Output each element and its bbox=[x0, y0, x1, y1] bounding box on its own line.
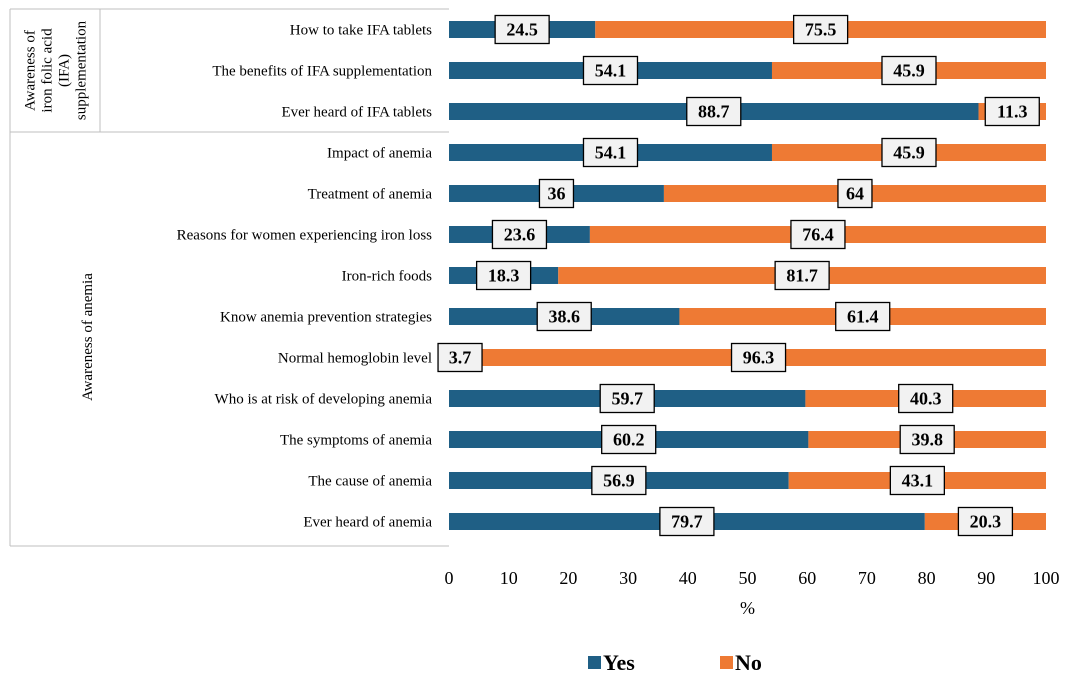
data-label-box-yes-know-anemia-prevention-strategies bbox=[536, 301, 592, 332]
x-tick-label-20: 20 bbox=[559, 568, 577, 588]
category-label-who-is-at-risk-of-developing-anemia: Who is at risk of developing anemia bbox=[215, 392, 433, 408]
data-label-box-no-know-anemia-prevention-strategies bbox=[835, 301, 891, 332]
x-tick-label-70: 70 bbox=[858, 568, 876, 588]
data-label-no-normal-hemoglobin-level: 96.3 bbox=[743, 348, 775, 368]
x-axis: % 0 10 20 30 40 50 60 70 80 90 100 bbox=[445, 568, 1060, 618]
data-label-no-the-benefits-of-ifa-supplementation: 45.9 bbox=[893, 61, 925, 81]
group-label-ifa: Awareness ofiron folic acid(IFA)suppleme… bbox=[23, 20, 90, 120]
group-label-anemia: Awareness of anemia bbox=[80, 273, 96, 401]
bars bbox=[449, 21, 1046, 530]
category-labels: How to take IFA tablets The benefits of I… bbox=[177, 23, 433, 531]
category-label-the-benefits-of-ifa-supplementation: The benefits of IFA supplementation bbox=[212, 64, 432, 80]
data-label-box-no-ever-heard-of-ifa-tablets bbox=[984, 96, 1040, 127]
data-label-yes-how-to-take-ifa-tablets: 24.5 bbox=[506, 20, 538, 40]
data-label-box-no-how-to-take-ifa-tablets bbox=[792, 14, 849, 45]
group-label-ifa-line: supplementation bbox=[74, 20, 90, 120]
x-tick-label-30: 30 bbox=[619, 568, 637, 588]
x-axis-label: % bbox=[740, 598, 755, 618]
category-label-the-cause-of-anemia: The cause of anemia bbox=[308, 474, 432, 490]
data-label-box-no-reasons-for-women-experiencing-iron-loss bbox=[790, 219, 846, 250]
data-label-box-no-normal-hemoglobin-level bbox=[730, 342, 787, 373]
x-tick-label-100: 100 bbox=[1033, 568, 1060, 588]
category-label-know-anemia-prevention-strategies: Know anemia prevention strategies bbox=[220, 310, 432, 326]
group-label-ifa-line: (IFA) bbox=[57, 54, 73, 87]
group-label-ifa-line: Awareness of bbox=[23, 30, 39, 111]
data-label-no-treatment-of-anemia: 64 bbox=[846, 184, 864, 204]
group-labels: Awareness ofiron folic acid(IFA)suppleme… bbox=[23, 20, 97, 400]
category-label-how-to-take-ifa-tablets: How to take IFA tablets bbox=[290, 23, 432, 39]
data-label-yes-ever-heard-of-anemia: 79.7 bbox=[671, 512, 703, 532]
data-label-yes-impact-of-anemia: 54.1 bbox=[595, 143, 627, 163]
data-label-yes-the-cause-of-anemia: 56.9 bbox=[603, 471, 635, 491]
legend-label-yes: Yes bbox=[603, 650, 635, 675]
data-label-box-yes-ever-heard-of-anemia bbox=[659, 506, 715, 537]
data-label-box-no-who-is-at-risk-of-developing-anemia bbox=[898, 383, 954, 414]
category-label-ever-heard-of-anemia: Ever heard of anemia bbox=[303, 515, 432, 531]
data-label-box-yes-the-symptoms-of-anemia bbox=[601, 424, 657, 455]
x-tick-label-50: 50 bbox=[739, 568, 757, 588]
data-label-yes-ever-heard-of-ifa-tablets: 88.7 bbox=[698, 102, 730, 122]
data-label-yes-know-anemia-prevention-strategies: 38.6 bbox=[548, 307, 580, 327]
data-label-box-no-impact-of-anemia bbox=[881, 137, 937, 168]
category-label-impact-of-anemia: Impact of anemia bbox=[327, 146, 432, 162]
category-label-iron-rich-foods: Iron-rich foods bbox=[342, 269, 433, 285]
data-label-no-how-to-take-ifa-tablets: 75.5 bbox=[805, 20, 837, 40]
data-label-no-ever-heard-of-anemia: 20.3 bbox=[970, 512, 1002, 532]
legend-swatch-yes bbox=[588, 656, 601, 669]
x-tick-label-40: 40 bbox=[679, 568, 697, 588]
data-label-no-ever-heard-of-ifa-tablets: 11.3 bbox=[997, 102, 1028, 122]
data-label-yes-iron-rich-foods: 18.3 bbox=[488, 266, 520, 286]
data-label-no-the-cause-of-anemia: 43.1 bbox=[902, 471, 934, 491]
data-label-no-impact-of-anemia: 45.9 bbox=[893, 143, 925, 163]
x-tick-label-90: 90 bbox=[977, 568, 995, 588]
data-label-box-yes-ever-heard-of-ifa-tablets bbox=[686, 96, 742, 127]
category-label-treatment-of-anemia: Treatment of anemia bbox=[308, 187, 433, 203]
data-label-box-yes-how-to-take-ifa-tablets bbox=[494, 14, 550, 45]
data-label-box-yes-impact-of-anemia bbox=[582, 137, 639, 168]
data-label-box-yes-who-is-at-risk-of-developing-anemia bbox=[599, 383, 655, 414]
data-label-box-no-the-symptoms-of-anemia bbox=[899, 424, 955, 455]
data-label-box-no-ever-heard-of-anemia bbox=[957, 506, 1014, 537]
category-label-reasons-for-women-experiencing-iron-loss: Reasons for women experiencing iron loss bbox=[177, 228, 433, 244]
group-label-ifa-line: iron folic acid bbox=[40, 28, 56, 113]
data-label-yes-the-symptoms-of-anemia: 60.2 bbox=[613, 430, 645, 450]
data-label-box-yes-reasons-for-women-experiencing-iron-loss bbox=[491, 219, 548, 250]
data-label-yes-normal-hemoglobin-level: 3.7 bbox=[449, 348, 472, 368]
data-label-box-yes-iron-rich-foods bbox=[475, 260, 532, 291]
data-label-box-yes-treatment-of-anemia bbox=[538, 178, 575, 209]
data-label-box-no-iron-rich-foods bbox=[774, 260, 830, 291]
category-frame bbox=[9, 8, 449, 547]
data-label-box-no-the-benefits-of-ifa-supplementation bbox=[881, 55, 937, 86]
data-labels: 24.5 75.5 54.1 45.9 88.7 11.3 54.1 45.9 36 64 23.6… bbox=[437, 14, 1040, 537]
data-label-yes-who-is-at-risk-of-developing-anemia: 59.7 bbox=[611, 389, 643, 409]
legend-swatch-no bbox=[720, 656, 733, 669]
data-label-no-know-anemia-prevention-strategies: 61.4 bbox=[847, 307, 879, 327]
data-label-no-who-is-at-risk-of-developing-anemia: 40.3 bbox=[910, 389, 942, 409]
category-label-ever-heard-of-ifa-tablets: Ever heard of IFA tablets bbox=[281, 105, 432, 121]
data-label-no-the-symptoms-of-anemia: 39.8 bbox=[911, 430, 943, 450]
data-label-box-yes-the-cause-of-anemia bbox=[591, 465, 647, 496]
data-label-box-yes-normal-hemoglobin-level bbox=[437, 342, 483, 373]
data-label-yes-treatment-of-anemia: 36 bbox=[547, 184, 565, 204]
data-label-no-reasons-for-women-experiencing-iron-loss: 76.4 bbox=[802, 225, 834, 245]
x-tick-label-60: 60 bbox=[798, 568, 816, 588]
legend: Yes No bbox=[588, 650, 762, 675]
data-label-no-iron-rich-foods: 81.7 bbox=[786, 266, 818, 286]
legend-label-no: No bbox=[735, 650, 762, 675]
category-label-the-symptoms-of-anemia: The symptoms of anemia bbox=[280, 433, 432, 449]
category-label-normal-hemoglobin-level: Normal hemoglobin level bbox=[278, 351, 432, 367]
data-label-box-no-the-cause-of-anemia bbox=[889, 465, 945, 496]
x-tick-label-80: 80 bbox=[918, 568, 936, 588]
x-tick-label-10: 10 bbox=[500, 568, 518, 588]
data-label-yes-reasons-for-women-experiencing-iron-loss: 23.6 bbox=[504, 225, 536, 245]
data-label-box-yes-the-benefits-of-ifa-supplementation bbox=[582, 55, 639, 86]
data-label-box-no-treatment-of-anemia bbox=[837, 178, 873, 209]
data-label-yes-the-benefits-of-ifa-supplementation: 54.1 bbox=[595, 61, 627, 81]
x-tick-label-0: 0 bbox=[445, 568, 454, 588]
